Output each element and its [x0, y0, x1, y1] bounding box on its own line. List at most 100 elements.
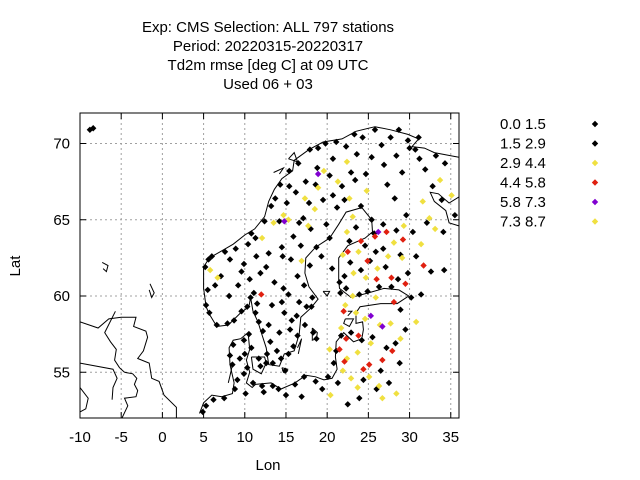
station-point: [217, 272, 225, 280]
station-point: [230, 317, 238, 324]
station-point: [364, 257, 371, 265]
station-point: [451, 211, 459, 219]
station-point: [356, 291, 363, 298]
station-point: [242, 390, 249, 397]
station-point: [248, 230, 255, 237]
station-point: [367, 312, 375, 320]
station-point: [286, 183, 293, 190]
station-point: [384, 181, 391, 188]
station-point: [276, 329, 283, 336]
station-point: [258, 234, 266, 242]
station-point: [409, 228, 417, 236]
station-point: [265, 321, 272, 329]
station-point: [303, 303, 310, 310]
station-point: [285, 291, 292, 298]
station-point: [377, 367, 384, 374]
station-point: [306, 146, 314, 153]
station-point: [295, 160, 302, 167]
station-point: [287, 256, 295, 263]
station-point: [261, 218, 268, 225]
x-tick-label: 5: [199, 429, 207, 446]
y-tick-label: 55: [53, 364, 70, 381]
station-point: [298, 257, 305, 265]
station-point: [360, 366, 367, 373]
station-point: [276, 218, 283, 225]
coastline-segment: [121, 371, 139, 418]
station-point: [295, 219, 303, 226]
station-point: [412, 146, 419, 153]
station-point: [342, 285, 350, 292]
station-point: [314, 170, 322, 178]
station-point: [225, 292, 233, 300]
station-point: [361, 242, 369, 249]
station-point: [378, 141, 385, 149]
station-point: [206, 309, 213, 316]
station-point: [257, 362, 264, 370]
station-point: [226, 352, 234, 359]
station-point: [308, 303, 315, 310]
station-point: [270, 219, 277, 226]
station-point: [341, 272, 348, 280]
station-point: [263, 350, 271, 358]
station-point: [343, 228, 351, 236]
coastline-segment: [80, 387, 89, 413]
station-point: [305, 222, 312, 230]
legend: 0.0 1.5 1.5 2.9 2.9 4.4 4.4 5.8 5.8 7.3 7.3 8…: [500, 116, 599, 231]
station-point: [393, 152, 400, 159]
station-point: [412, 318, 420, 326]
station-point: [292, 189, 300, 196]
station-point: [343, 158, 351, 165]
station-point: [277, 181, 284, 188]
x-tick-label: 15: [278, 429, 295, 446]
station-point: [353, 150, 361, 158]
station-point: [282, 391, 290, 399]
station-point: [319, 385, 326, 393]
station-point: [280, 285, 287, 292]
station-point: [390, 298, 398, 306]
legend-marker: [591, 198, 599, 206]
station-point: [244, 303, 251, 310]
coastline-segment: [250, 356, 267, 375]
station-point: [309, 329, 317, 336]
station-point: [267, 338, 274, 345]
y-axis-label: Lat: [7, 255, 24, 277]
x-tick-label: -10: [69, 429, 91, 446]
station-point: [363, 187, 370, 194]
station-point: [359, 134, 366, 141]
station-point: [285, 216, 292, 223]
station-point: [281, 367, 289, 374]
station-point: [293, 312, 300, 320]
station-point: [388, 274, 395, 281]
station-point: [313, 244, 320, 251]
station-point: [240, 260, 248, 268]
station-point: [403, 211, 410, 219]
x-tick-label: 35: [442, 429, 459, 446]
station-point: [267, 202, 275, 210]
station-point: [240, 370, 248, 377]
station-point: [347, 329, 355, 336]
title-line-period: Period: 20220315-20220317: [173, 38, 363, 55]
legend-label: 1.5 2.9: [500, 136, 546, 153]
station-point: [278, 298, 286, 306]
station-point: [415, 134, 422, 141]
station-point: [326, 172, 333, 179]
station-point: [326, 234, 333, 242]
station-point: [426, 215, 433, 222]
station-point: [400, 222, 407, 230]
station-point: [295, 298, 303, 306]
station-point: [357, 266, 365, 274]
station-point: [211, 282, 219, 289]
coastline-segment: [101, 261, 109, 273]
coastline-segment: [273, 166, 285, 175]
station-point: [396, 359, 403, 367]
station-point: [255, 318, 262, 326]
station-point: [391, 195, 398, 202]
station-point: [398, 254, 406, 262]
station-point: [380, 161, 388, 169]
station-point: [244, 240, 252, 248]
station-point: [314, 164, 321, 172]
station-point: [269, 359, 276, 367]
title-line-used: Used 06 + 03: [223, 76, 313, 93]
station-point: [347, 169, 355, 176]
station-point: [288, 317, 295, 324]
